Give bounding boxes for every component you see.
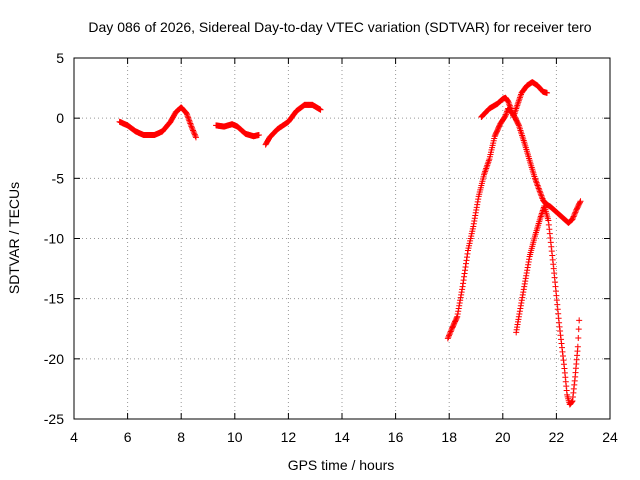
data-point bbox=[506, 101, 513, 108]
data-point bbox=[532, 176, 539, 183]
data-point bbox=[577, 198, 584, 205]
data-point bbox=[538, 192, 545, 199]
data-point bbox=[534, 181, 541, 188]
grid-lines bbox=[74, 58, 610, 419]
data-point bbox=[575, 326, 582, 333]
data-point bbox=[575, 334, 582, 341]
y-tick-label: -10 bbox=[44, 231, 64, 247]
data-point bbox=[183, 110, 190, 117]
data-point bbox=[255, 132, 262, 139]
y-axis-ticks: -25 -20 -15 -10 -5 0 5 bbox=[44, 50, 610, 427]
data-point bbox=[572, 207, 579, 214]
x-tick-label: 10 bbox=[227, 429, 243, 445]
data-point bbox=[534, 182, 541, 189]
x-tick-label: 18 bbox=[441, 429, 457, 445]
data-point bbox=[502, 112, 509, 119]
data-point bbox=[192, 134, 199, 141]
data-point bbox=[576, 199, 583, 206]
data-point bbox=[570, 214, 577, 221]
data-point bbox=[531, 175, 538, 182]
x-tick-label: 8 bbox=[177, 429, 185, 445]
data-point bbox=[192, 133, 199, 140]
x-tick-label: 12 bbox=[281, 429, 297, 445]
data-point bbox=[317, 106, 324, 113]
data-point bbox=[506, 102, 513, 109]
data-point bbox=[187, 121, 194, 128]
data-point bbox=[574, 343, 581, 350]
data-point bbox=[544, 89, 551, 96]
data-point bbox=[190, 127, 197, 134]
x-tick-label: 20 bbox=[495, 429, 511, 445]
x-axis-label: GPS time / hours bbox=[288, 457, 395, 473]
chart-title: Day 086 of 2026, Sidereal Day-to-day VTE… bbox=[88, 19, 591, 35]
y-axis-label: SDTVAR / TECUs bbox=[6, 182, 22, 294]
data-point bbox=[571, 210, 578, 217]
data-point bbox=[188, 124, 195, 131]
data-point bbox=[446, 332, 453, 339]
data-point bbox=[185, 116, 192, 123]
data-point bbox=[533, 178, 540, 185]
x-axis-ticks: 4 6 8 10 12 14 16 18 20 22 24 bbox=[70, 58, 618, 445]
data-point bbox=[537, 213, 544, 220]
data-point bbox=[537, 191, 544, 198]
y-tick-label: 5 bbox=[56, 50, 64, 66]
data-point bbox=[533, 179, 540, 186]
data-point bbox=[505, 98, 512, 105]
data-point bbox=[185, 114, 192, 121]
data-point bbox=[515, 121, 522, 128]
data-point bbox=[186, 117, 193, 124]
data-point bbox=[507, 104, 514, 111]
data-point bbox=[447, 328, 454, 335]
data-point bbox=[568, 399, 575, 406]
data-point bbox=[188, 123, 195, 130]
y-tick-label: -5 bbox=[52, 170, 65, 186]
x-tick-label: 4 bbox=[70, 429, 78, 445]
data-point bbox=[569, 216, 576, 223]
x-tick-label: 14 bbox=[334, 429, 350, 445]
x-tick-label: 24 bbox=[602, 429, 618, 445]
data-point bbox=[446, 331, 453, 338]
data-point bbox=[184, 111, 191, 118]
y-tick-label: -15 bbox=[44, 291, 64, 307]
data-point bbox=[453, 314, 460, 321]
x-tick-label: 22 bbox=[549, 429, 565, 445]
data-points bbox=[116, 79, 584, 408]
data-point bbox=[186, 119, 193, 126]
data-point bbox=[191, 130, 198, 137]
data-point bbox=[444, 335, 451, 342]
data-point bbox=[447, 329, 454, 336]
data-point bbox=[505, 99, 512, 106]
data-point bbox=[535, 185, 542, 192]
data-point bbox=[448, 327, 455, 334]
data-point bbox=[445, 334, 452, 341]
data-point bbox=[187, 120, 194, 127]
x-tick-label: 16 bbox=[388, 429, 404, 445]
data-point bbox=[191, 131, 198, 138]
data-point bbox=[537, 189, 544, 196]
data-point bbox=[535, 183, 542, 190]
data-point bbox=[189, 126, 196, 133]
data-point bbox=[536, 188, 543, 195]
data-point bbox=[503, 111, 510, 118]
y-tick-label: -20 bbox=[44, 351, 64, 367]
data-point bbox=[190, 128, 197, 135]
data-point bbox=[568, 398, 575, 405]
data-point bbox=[184, 113, 191, 120]
data-point bbox=[538, 194, 545, 201]
data-point bbox=[576, 317, 583, 324]
data-point bbox=[571, 212, 578, 219]
data-point bbox=[570, 213, 577, 220]
data-point bbox=[572, 209, 579, 216]
x-tick-label: 6 bbox=[124, 429, 132, 445]
data-point bbox=[503, 109, 510, 116]
data-point bbox=[536, 186, 543, 193]
y-tick-label: -25 bbox=[44, 411, 64, 427]
y-tick-label: 0 bbox=[56, 110, 64, 126]
